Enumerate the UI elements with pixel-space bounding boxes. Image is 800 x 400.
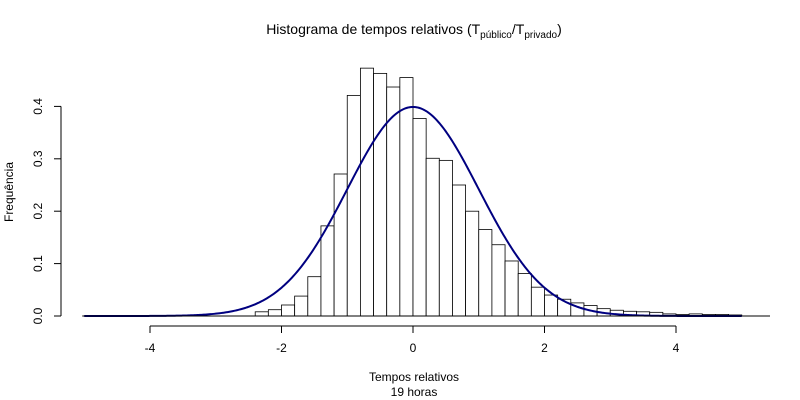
normal-density-curve xyxy=(84,105,742,317)
histogram-bar xyxy=(544,294,559,317)
histogram-bar xyxy=(491,244,506,317)
chart-title: Histograma de tempos relativos (Tpúblico… xyxy=(266,21,562,41)
histogram-bar xyxy=(465,210,480,317)
y-tick-label: 0.4 xyxy=(31,98,45,115)
x-axis: -4 -2 0 2 4 xyxy=(82,315,770,355)
histogram-bar xyxy=(320,225,335,317)
x-axis-label: Tempos relativos xyxy=(369,370,459,384)
y-axis-label: Frequência xyxy=(2,162,16,222)
histogram-bar xyxy=(517,273,532,317)
histogram-bar xyxy=(530,286,545,317)
x-tick-label: -2 xyxy=(276,341,287,355)
histogram-bar xyxy=(267,309,282,317)
title-subscript-privado: privado xyxy=(524,30,557,41)
title-subscript-publico: público xyxy=(480,30,512,41)
histogram-bar xyxy=(478,229,493,317)
histogram-bar xyxy=(425,157,440,317)
normal-curve-layer xyxy=(84,105,742,317)
x-tick-label: -4 xyxy=(145,341,156,355)
y-axis: 0.0 0.1 0.2 0.3 0.4 xyxy=(31,98,62,324)
histogram-bar xyxy=(333,173,348,317)
histogram-bar xyxy=(307,276,322,317)
histogram-bar xyxy=(254,311,269,317)
histogram-bar xyxy=(504,260,519,317)
x-tick-label: 4 xyxy=(673,341,680,355)
histogram-bar xyxy=(452,184,467,317)
histogram-bar xyxy=(346,94,361,317)
y-tick-label: 0.2 xyxy=(31,203,45,220)
histogram-bar xyxy=(373,72,388,317)
histogram-bar xyxy=(399,77,414,317)
x-tick-label: 0 xyxy=(410,341,417,355)
histogram-bar xyxy=(359,67,374,317)
x-tick-label: 2 xyxy=(541,341,548,355)
y-tick-label: 0.3 xyxy=(31,150,45,167)
histogram-bar xyxy=(294,295,309,317)
x-axis-sublabel: 19 horas xyxy=(391,385,438,399)
histogram-bar xyxy=(412,118,427,317)
y-tick-label: 0.0 xyxy=(31,307,45,324)
histogram-bar xyxy=(438,159,453,317)
histogram-bars xyxy=(254,67,743,317)
y-tick-label: 0.1 xyxy=(31,255,45,272)
histogram-bar xyxy=(281,304,296,317)
